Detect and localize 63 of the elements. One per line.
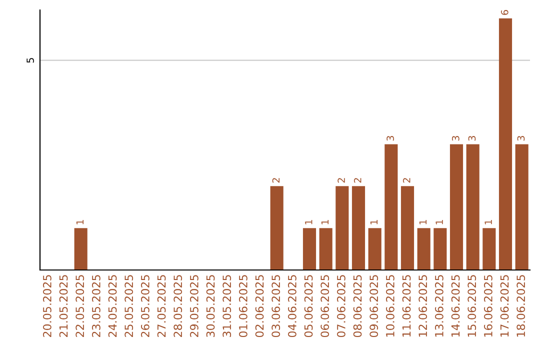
x-tick-label: 13.06.2025 [434, 275, 444, 337]
x-tick-label: 18.06.2025 [516, 275, 526, 337]
data-label: 1 [321, 220, 329, 224]
data-label: 2 [338, 178, 345, 183]
x-tick-label: 16.06.2025 [484, 275, 492, 337]
bar [498, 18, 512, 270]
x-tick-label: 24.05.2025 [108, 275, 117, 337]
data-label: 1 [436, 220, 443, 224]
x-tick-label: 03.06.2025 [272, 275, 280, 338]
x-tick-label: 25.05.2025 [124, 275, 134, 337]
x-tick-label: 08.06.2025 [353, 275, 362, 338]
x-tick-label: 17.06.2025 [500, 275, 509, 337]
x-tick-label: 02.06.2025 [255, 275, 264, 338]
x-tick-label: 20.05.2025 [42, 275, 52, 337]
data-label: 6 [500, 10, 508, 15]
x-tick-label: 09.06.2025 [370, 275, 378, 338]
x-tick-label: 27.05.2025 [157, 275, 166, 337]
bar [319, 228, 332, 270]
bar [482, 228, 496, 270]
data-label: 1 [370, 220, 378, 224]
data-label: 3 [468, 136, 476, 141]
x-tick-label: 28.05.2025 [174, 275, 182, 337]
data-label: 1 [419, 220, 427, 224]
x-tick-label: 30.05.2025 [206, 275, 215, 337]
bar [450, 144, 464, 270]
bar [417, 228, 430, 270]
x-tick-label: 29.05.2025 [190, 275, 198, 337]
data-label: 2 [272, 178, 280, 183]
x-tick-label: 01.06.2025 [238, 275, 248, 338]
x-tick-label: 26.05.2025 [140, 275, 150, 337]
bar [74, 228, 88, 270]
x-tick-label: 05.06.2025 [304, 275, 313, 338]
bar [515, 144, 528, 270]
bar [302, 228, 316, 270]
x-tick-label: 04.06.2025 [288, 275, 296, 338]
x-tick-label: 15.06.2025 [468, 275, 476, 337]
bar [270, 186, 284, 270]
x-tick-label: 12.06.2025 [418, 275, 428, 337]
x-tick-label: 23.05.2025 [92, 275, 100, 337]
data-label: 2 [402, 178, 410, 183]
x-tick-label: 14.06.2025 [451, 275, 460, 337]
x-tick-label: 07.06.2025 [336, 275, 346, 338]
data-label: 2 [354, 178, 362, 183]
bar [336, 186, 349, 270]
y-tick-label: 5 [26, 58, 34, 63]
x-tick-label: 21.05.2025 [59, 275, 68, 337]
data-label: 3 [452, 136, 460, 141]
data-label: 3 [386, 136, 394, 141]
data-label: 3 [517, 136, 525, 141]
bar [368, 228, 382, 270]
x-tick-label: 31.05.2025 [222, 275, 232, 337]
bar [400, 186, 414, 270]
x-tick-label: 22.05.2025 [76, 275, 84, 337]
data-label: 1 [76, 220, 84, 224]
x-tick-label: 11.06.2025 [402, 275, 411, 337]
bar [466, 144, 480, 270]
bar [352, 186, 366, 270]
x-tick-label: 10.06.2025 [386, 275, 394, 337]
data-label: 1 [305, 220, 312, 224]
data-label: 1 [484, 220, 492, 224]
x-tick-label: 06.06.2025 [320, 275, 330, 338]
bar [434, 228, 447, 270]
bar [384, 144, 398, 270]
